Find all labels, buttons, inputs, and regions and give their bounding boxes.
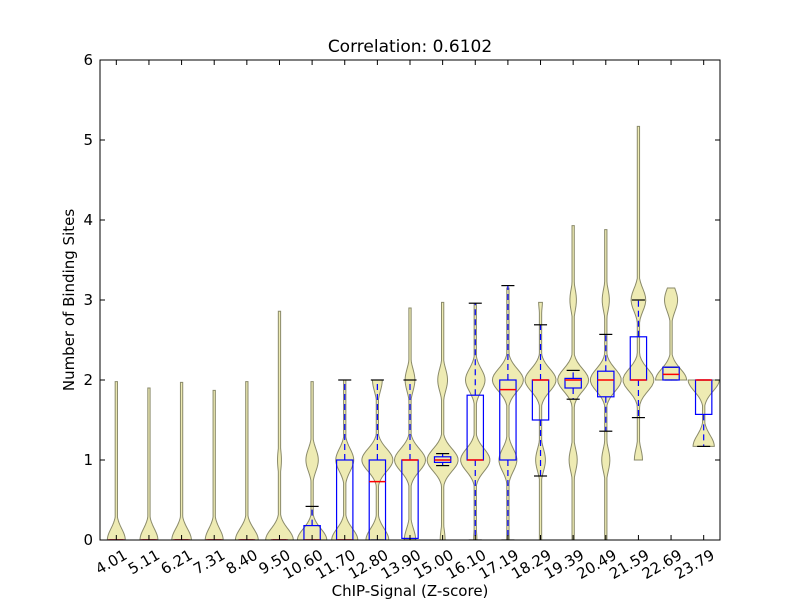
y-tick-label: 1 — [83, 451, 93, 469]
y-tick-label: 4 — [83, 211, 93, 229]
x-axis: 4.015.116.217.318.409.5010.6011.7012.801… — [92, 60, 718, 583]
violin-10.60 — [296, 381, 328, 540]
violin-7.31 — [204, 389, 224, 540]
violin-8.40 — [234, 381, 259, 540]
box — [564, 377, 582, 389]
violin-19.39 — [557, 225, 590, 540]
y-axis-label: Number of Binding Sites — [60, 209, 78, 391]
boxplot-12.80 — [368, 379, 387, 540]
box — [368, 459, 387, 540]
y-tick-label: 6 — [83, 51, 93, 69]
boxplot-18.29 — [531, 324, 550, 477]
box — [499, 379, 517, 461]
box — [662, 366, 680, 381]
boxes-layer — [107, 285, 713, 540]
y-tick-label: 0 — [83, 531, 93, 549]
violin-15.00 — [426, 301, 459, 540]
violin-9.50 — [265, 310, 294, 540]
boxplot-22.69 — [662, 366, 680, 381]
boxplot-21.59 — [629, 299, 648, 419]
violin-6.21 — [171, 381, 192, 540]
violin-23.79 — [687, 379, 720, 447]
y-axis: 0 1 2 3 4 5 6 — [83, 51, 720, 549]
violin-16.10 — [460, 303, 491, 540]
box — [335, 459, 354, 540]
y-tick-label: 5 — [83, 131, 93, 149]
violin-4.01 — [106, 381, 126, 540]
chart-title: Correlation: 0.6102 — [328, 37, 492, 57]
boxplot-17.19 — [499, 285, 517, 540]
x-axis-label: ChIP-Signal (Z-score) — [332, 582, 489, 600]
violin-22.69 — [655, 287, 688, 381]
boxplot-15.00 — [433, 453, 452, 467]
boxplot-11.70 — [335, 379, 354, 540]
boxplot-20.49 — [597, 333, 615, 432]
boxplot-16.10 — [466, 302, 485, 540]
violin-20.49 — [589, 229, 622, 540]
violin-5.11 — [139, 387, 159, 540]
boxplot-23.79 — [694, 379, 713, 447]
box — [597, 370, 615, 398]
y-tick-label: 3 — [83, 291, 93, 309]
y-tick-label: 2 — [83, 371, 93, 389]
boxplot-19.39 — [564, 369, 582, 400]
